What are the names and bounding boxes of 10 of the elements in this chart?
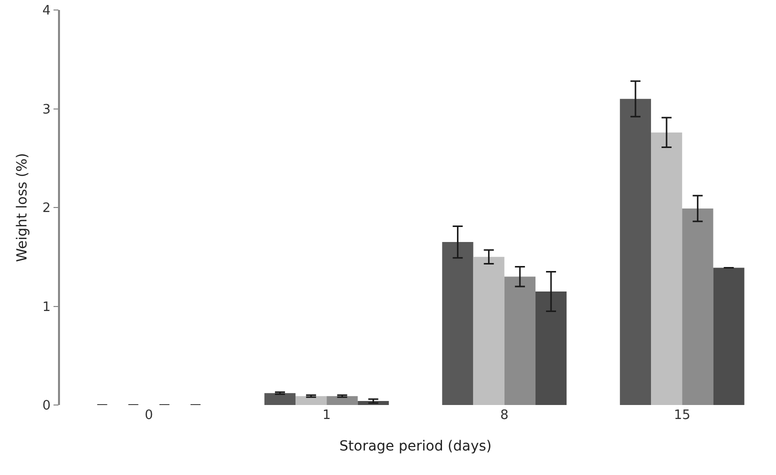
y-axis-title: Weight loss (%) bbox=[14, 153, 30, 262]
y-tick-label: 1 bbox=[42, 300, 51, 315]
x-axis-title: Storage period (days) bbox=[339, 438, 492, 454]
y-tick-label: 4 bbox=[42, 4, 51, 19]
y-tick-label: 2 bbox=[42, 201, 51, 216]
x-tick-label: 0 bbox=[144, 408, 154, 423]
x-tick-label: 15 bbox=[674, 408, 690, 423]
y-tick-label: 3 bbox=[42, 102, 51, 118]
x-tick-label: 8 bbox=[500, 408, 509, 423]
x-tick-label: 1 bbox=[322, 408, 331, 423]
